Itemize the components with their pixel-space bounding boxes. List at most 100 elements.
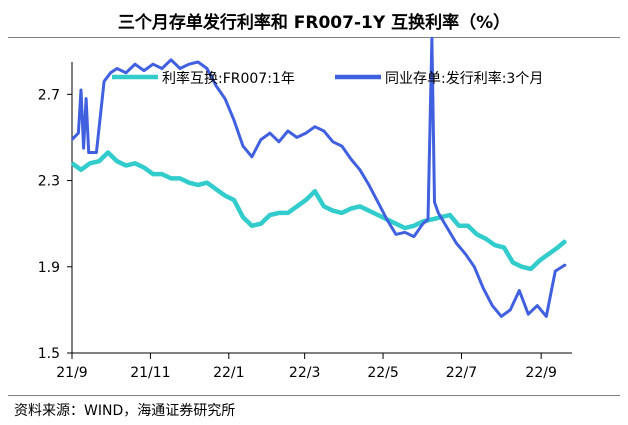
data-point-s0 <box>564 240 567 242</box>
data-point-s1 <box>179 67 181 70</box>
data-point-s0 <box>368 209 370 212</box>
data-point-s1 <box>134 63 136 65</box>
data-point-s1 <box>341 145 343 147</box>
data-point-s0 <box>143 166 145 169</box>
data-point-s0 <box>314 190 316 193</box>
data-point-s0 <box>260 222 262 225</box>
data-point-s0 <box>548 253 550 255</box>
data-point-s0 <box>269 214 271 216</box>
data-point-s0 <box>89 162 91 165</box>
y-ticks: 1.5 1.9 2.3 2.7 <box>38 87 72 362</box>
y-tick-label: 1.9 <box>38 260 60 276</box>
data-point-s1 <box>161 67 163 70</box>
data-point-s0 <box>224 194 226 197</box>
data-point-s0 <box>530 268 532 270</box>
data-point-s1 <box>377 201 379 203</box>
data-point-s1 <box>103 80 105 83</box>
data-point-s1 <box>296 136 298 139</box>
series-lines <box>70 36 568 318</box>
data-point-s1 <box>314 125 316 128</box>
data-point-s0 <box>467 225 469 227</box>
data-point-s0 <box>485 237 487 240</box>
data-point-s1 <box>464 253 467 255</box>
footer-rule <box>8 395 620 396</box>
data-point-s0 <box>395 222 397 225</box>
data-point-s1 <box>527 313 530 316</box>
legend-label-swap: 利率互换:FR007:1年 <box>162 70 295 87</box>
data-point-s0 <box>341 212 343 214</box>
data-point-s1 <box>500 315 503 318</box>
data-point-s1 <box>404 231 406 234</box>
data-point-s0 <box>431 218 433 221</box>
data-point-s1 <box>509 309 512 311</box>
chart-title: 三个月存单发行利率和 FR007-1Y 互换利率（%） <box>117 13 511 33</box>
title-rule <box>8 37 620 38</box>
data-point-s1 <box>395 233 397 236</box>
data-point-s1 <box>437 212 440 214</box>
data-point-s0 <box>125 164 127 167</box>
x-tick-label: 21/11 <box>130 365 170 381</box>
data-point-s0 <box>80 168 82 171</box>
data-point-s0 <box>233 199 235 201</box>
data-point-s1 <box>536 304 539 307</box>
legend-label-ncd: 同业存单:发行利率:3个月 <box>385 70 543 87</box>
series-line-1 <box>70 36 567 318</box>
data-point-s1 <box>554 270 557 272</box>
data-point-s0 <box>161 173 163 175</box>
data-point-s0 <box>242 216 244 218</box>
x-tick-label: 22/7 <box>446 365 477 381</box>
data-point-s0 <box>116 160 118 162</box>
data-point-s1 <box>77 132 80 134</box>
y-tick-label: 2.3 <box>38 174 60 190</box>
x-tick-label: 22/5 <box>367 365 398 381</box>
data-point-s1 <box>170 59 172 61</box>
data-point-s0 <box>323 205 325 208</box>
y-tick-label: 1.5 <box>38 346 60 362</box>
data-point-s0 <box>296 205 298 208</box>
data-point-s1 <box>473 265 476 268</box>
data-point-s1 <box>305 132 307 134</box>
data-point-s1 <box>224 97 226 100</box>
data-point-s1 <box>518 289 521 292</box>
data-point-s0 <box>539 259 541 262</box>
data-point-s0 <box>152 173 154 175</box>
data-point-s0 <box>458 225 460 227</box>
data-point-s1 <box>260 138 262 141</box>
data-point-s0 <box>107 151 109 154</box>
data-point-s0 <box>404 227 406 229</box>
x-tick-label: 22/3 <box>289 365 320 381</box>
data-point-s0 <box>305 199 307 201</box>
data-point-s0 <box>377 214 379 216</box>
data-point-s0 <box>503 246 505 249</box>
data-point-s1 <box>206 67 208 70</box>
data-point-s1 <box>278 140 280 143</box>
data-point-s1 <box>251 156 253 158</box>
data-point-s1 <box>455 242 458 244</box>
data-point-s0 <box>71 162 73 165</box>
data-point-s0 <box>251 225 253 227</box>
data-point-s0 <box>494 244 496 247</box>
data-point-s0 <box>413 225 415 227</box>
x-tick-label: 22/9 <box>525 365 556 381</box>
x-tick-label: 22/1 <box>213 365 244 381</box>
data-point-s0 <box>188 181 190 184</box>
data-point-s1 <box>433 201 436 203</box>
data-point-s0 <box>332 209 334 212</box>
data-point-s1 <box>188 63 190 65</box>
data-point-s1 <box>109 71 112 74</box>
data-point-s0 <box>287 212 289 214</box>
data-point-s1 <box>71 138 73 141</box>
data-point-s0 <box>215 188 217 190</box>
x-tick-label: 21/9 <box>56 365 87 381</box>
data-point-s1 <box>80 89 82 91</box>
data-point-s1 <box>350 158 352 160</box>
data-point-s0 <box>134 162 136 165</box>
data-point-s0 <box>476 233 478 236</box>
data-point-s0 <box>359 205 361 208</box>
y-tick-label: 2.7 <box>38 87 60 103</box>
series-line-0 <box>70 150 568 272</box>
data-point-s1 <box>545 315 548 318</box>
data-point-s1 <box>269 132 271 134</box>
